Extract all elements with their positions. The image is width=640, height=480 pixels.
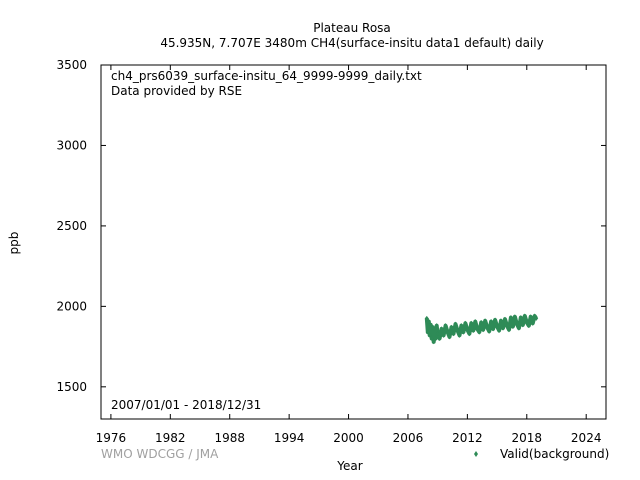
- data-point: [459, 323, 464, 329]
- data-point: [526, 323, 531, 329]
- data-point: [469, 320, 474, 326]
- data-point: [441, 332, 446, 338]
- data-point: [431, 339, 436, 345]
- data-point: [435, 331, 440, 337]
- data-point: [434, 323, 439, 329]
- data-point: [425, 329, 430, 335]
- y-tick-label: 1500: [56, 380, 87, 394]
- data-point: [432, 326, 437, 332]
- data-point: [514, 321, 519, 327]
- x-axis-ticks: 1976 1982 1988 1994 2000 2006 2012 2018 2024: [96, 65, 602, 445]
- data-point: [429, 336, 434, 342]
- x-tick-label: 2012: [452, 431, 483, 445]
- y-tick-label: 2000: [56, 299, 87, 313]
- data-point: [467, 331, 472, 337]
- data-series: [424, 313, 539, 345]
- data-point: [506, 327, 511, 333]
- data-point: [512, 314, 517, 320]
- data-point: [473, 319, 478, 325]
- data-point: [485, 324, 490, 330]
- data-point: [497, 328, 502, 333]
- data-point: [483, 318, 488, 324]
- data-point: [491, 326, 496, 332]
- data-point: [503, 316, 507, 322]
- x-tick-label: 1976: [96, 431, 127, 445]
- data-point: [443, 323, 448, 329]
- y-axis-ticks: 1500 2000 2500 3000 3500: [56, 58, 606, 394]
- y-tick-label: 3500: [56, 58, 87, 72]
- x-tick-label: 2024: [571, 431, 602, 445]
- data-point: [534, 315, 539, 321]
- data-point: [451, 331, 456, 337]
- x-tick-label: 1994: [274, 431, 305, 445]
- data-point: [471, 328, 476, 333]
- data-point: [489, 319, 494, 325]
- credit-text: WMO WDCGG / JMA: [101, 447, 219, 461]
- data-point: [461, 329, 466, 335]
- legend-marker-icon: [474, 451, 478, 457]
- data-point: [522, 313, 527, 319]
- x-tick-label: 1982: [155, 431, 186, 445]
- data-point: [504, 323, 509, 329]
- data-point: [447, 334, 452, 340]
- y-axis-label: ppb: [7, 232, 21, 255]
- data-point: [445, 329, 450, 335]
- data-point: [465, 327, 470, 333]
- x-tick-label: 2018: [512, 431, 543, 445]
- data-point: [433, 336, 438, 342]
- chart-title: Plateau Rosa: [313, 21, 391, 35]
- data-point: [457, 332, 462, 338]
- data-point: [453, 321, 458, 327]
- data-point: [427, 332, 432, 338]
- data-point: [528, 314, 533, 320]
- data-point: [424, 315, 429, 321]
- data-point: [516, 325, 521, 331]
- legend: Valid(background): [474, 447, 609, 461]
- data-point: [426, 319, 431, 325]
- provider-annotation: Data provided by RSE: [111, 84, 242, 98]
- chart-subtitle: 45.935N, 7.707E 3480m CH4(surface-insitu…: [160, 36, 543, 50]
- data-point: [495, 323, 500, 329]
- data-point: [437, 336, 442, 342]
- data-point: [481, 327, 486, 333]
- data-point: [508, 315, 513, 321]
- x-tick-label: 1988: [214, 431, 245, 445]
- data-point: [439, 326, 444, 332]
- data-point: [501, 325, 506, 331]
- filename-annotation: ch4_prs6039_surface-insitu_64_9999-9999_…: [111, 69, 422, 83]
- y-tick-label: 3000: [56, 138, 87, 152]
- x-tick-label: 2000: [333, 431, 364, 445]
- y-tick-label: 2500: [56, 219, 87, 233]
- data-point: [520, 322, 525, 328]
- data-point: [524, 319, 529, 325]
- data-point: [475, 326, 480, 332]
- x-axis-label: Year: [336, 459, 362, 473]
- data-point: [477, 329, 482, 335]
- data-point: [487, 328, 492, 334]
- data-point: [518, 315, 523, 321]
- data-point: [449, 324, 454, 330]
- data-point: [455, 328, 460, 333]
- x-tick-label: 2006: [393, 431, 424, 445]
- data-point: [499, 318, 504, 324]
- legend-label: Valid(background): [500, 447, 609, 461]
- period-annotation: 2007/01/01 - 2018/12/31: [111, 398, 261, 412]
- data-point: [479, 319, 484, 325]
- data-point: [510, 323, 515, 329]
- data-point: [463, 320, 468, 326]
- plot-area: [100, 64, 607, 420]
- data-point: [530, 320, 535, 326]
- data-point: [493, 317, 498, 323]
